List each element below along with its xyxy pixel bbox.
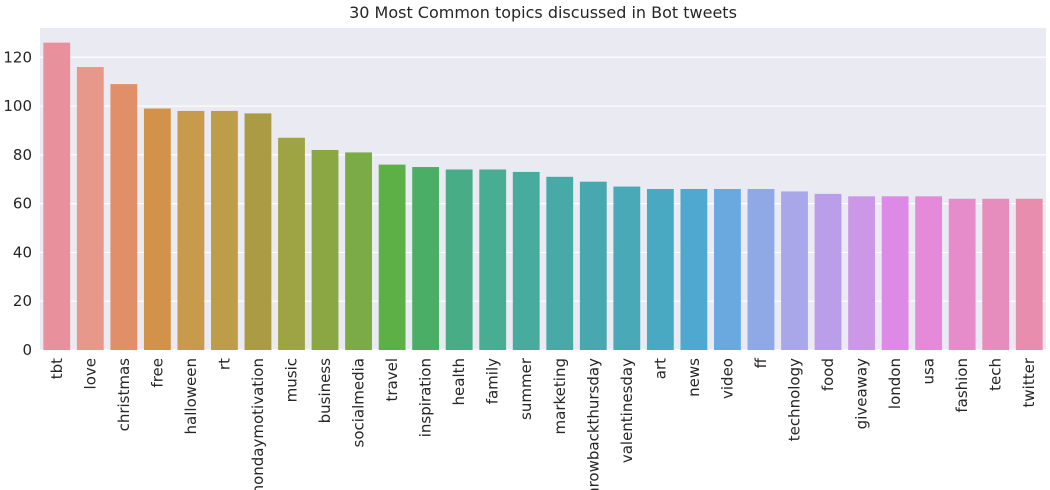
- bar-music: [278, 137, 305, 350]
- x-tick-label: travel: [383, 358, 401, 402]
- y-tick-label: 120: [3, 48, 32, 66]
- bar-london: [881, 196, 909, 350]
- x-tick-label: music: [283, 358, 301, 402]
- bar-family: [479, 169, 507, 350]
- bar-giveaway: [848, 196, 875, 350]
- bar-love: [76, 67, 104, 350]
- x-tick-label: business: [316, 358, 334, 424]
- x-tick-label: tbt: [48, 358, 66, 379]
- bar-fashion: [948, 198, 976, 350]
- y-tick-label: 80: [13, 146, 32, 164]
- bar-news: [680, 189, 708, 350]
- bar-tbt: [43, 42, 71, 351]
- bar-business: [311, 149, 339, 350]
- bars: [43, 42, 1043, 351]
- x-tick-label: mondaymotivation: [249, 358, 267, 490]
- x-tick-label: usa: [920, 358, 938, 385]
- x-tick-label: twitter: [1020, 357, 1038, 407]
- bar-socialmedia: [345, 152, 372, 350]
- x-tick-label: giveaway: [853, 358, 871, 429]
- bar-tech: [982, 198, 1010, 350]
- bar-twitter: [1015, 198, 1043, 350]
- bar-technology: [781, 191, 808, 350]
- bar-valentinesday: [613, 186, 641, 350]
- x-tick-label: christmas: [115, 358, 133, 432]
- bar-inspiration: [412, 167, 440, 350]
- bar-health: [445, 169, 473, 350]
- x-tick-label: art: [651, 358, 669, 379]
- x-tick-label: halloween: [182, 358, 200, 434]
- x-axis-ticks: tbt love christmas free halloween rt mondaymot…: [48, 357, 1038, 490]
- bar-food: [814, 193, 842, 350]
- bar-summer: [512, 171, 540, 350]
- y-tick-label: 0: [22, 341, 32, 359]
- x-tick-label: video: [718, 358, 736, 399]
- x-tick-label: food: [819, 358, 837, 391]
- x-tick-label: health: [450, 358, 468, 405]
- bar-throwbackthursday: [579, 181, 607, 350]
- x-tick-label: london: [886, 358, 904, 409]
- chart-title: 30 Most Common topics discussed in Bot t…: [349, 3, 737, 22]
- x-tick-label: inspiration: [417, 358, 435, 437]
- bar-travel: [378, 164, 406, 350]
- x-tick-label: tech: [987, 358, 1005, 391]
- y-axis-ticks: 0 20 40 60 80 100 120: [3, 48, 32, 359]
- x-tick-label: socialmedia: [350, 358, 368, 448]
- y-tick-label: 40: [13, 243, 32, 261]
- y-tick-label: 20: [13, 292, 32, 310]
- bar-halloween: [177, 110, 205, 350]
- x-tick-label: fashion: [953, 358, 971, 413]
- plot-area: [40, 28, 1046, 350]
- bar-mondaymotivation: [244, 113, 272, 350]
- x-tick-label: free: [148, 358, 166, 388]
- x-tick-label: summer: [517, 357, 535, 420]
- x-tick-label: technology: [786, 358, 804, 441]
- x-tick-label: throwbackthursday: [584, 358, 602, 490]
- x-tick-label: love: [81, 358, 99, 389]
- bar-free: [143, 108, 171, 350]
- y-tick-label: 60: [13, 195, 32, 213]
- bar-marketing: [546, 176, 574, 350]
- x-tick-label: family: [484, 358, 502, 404]
- gridlines: [40, 56, 1046, 351]
- x-tick-label: marketing: [551, 358, 569, 434]
- bar-art: [646, 189, 674, 350]
- y-tick-label: 100: [3, 97, 32, 115]
- bar-ff: [747, 189, 775, 350]
- x-tick-label: valentinesday: [618, 358, 636, 463]
- bar-christmas: [110, 84, 138, 350]
- x-tick-label: news: [685, 358, 703, 397]
- bar-usa: [915, 196, 943, 350]
- bar-rt: [211, 110, 238, 350]
- x-tick-label: rt: [215, 358, 233, 370]
- bar-video: [714, 189, 741, 350]
- x-tick-label: ff: [752, 357, 770, 368]
